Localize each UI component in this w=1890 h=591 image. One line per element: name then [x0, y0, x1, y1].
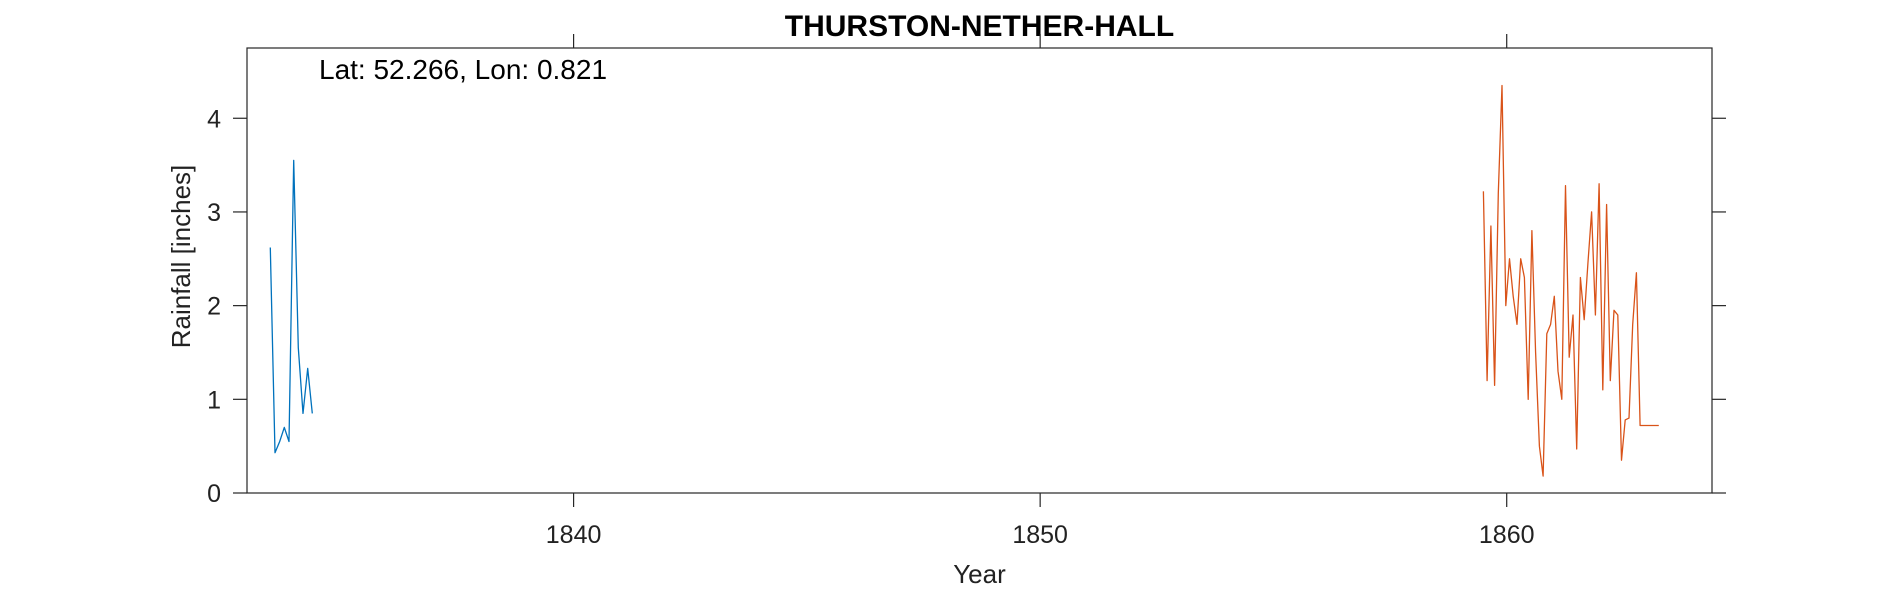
rainfall-series-1-line [269, 159, 313, 454]
y-tick-label: 1 [207, 386, 221, 414]
x-tick-label: 1840 [546, 521, 602, 549]
x-tick-label: 1850 [1012, 521, 1068, 549]
y-tick-label: 0 [207, 480, 221, 508]
series-layer [269, 84, 1659, 477]
chart-title: THURSTON-NETHER-HALL [785, 10, 1174, 43]
y-tick-label: 4 [207, 105, 221, 133]
y-axis-label: Rainfall [inches] [166, 165, 196, 349]
rainfall-series-2-line [1482, 84, 1659, 477]
x-axis-label: Year [953, 559, 1006, 589]
station-coordinates-annotation: Lat: 52.266, Lon: 0.821 [319, 54, 607, 85]
plot-frame [246, 47, 1713, 494]
y-tick-label: 2 [207, 293, 221, 321]
y-tick-label: 3 [207, 199, 221, 227]
y-axis-ticks: 0 1 2 3 4 [207, 105, 1726, 508]
x-tick-label: 1860 [1479, 521, 1535, 549]
x-axis-ticks: 1840 1850 1860 [546, 34, 1535, 549]
